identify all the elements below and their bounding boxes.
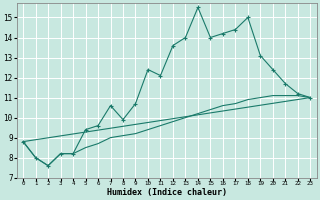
X-axis label: Humidex (Indice chaleur): Humidex (Indice chaleur) (107, 188, 227, 197)
